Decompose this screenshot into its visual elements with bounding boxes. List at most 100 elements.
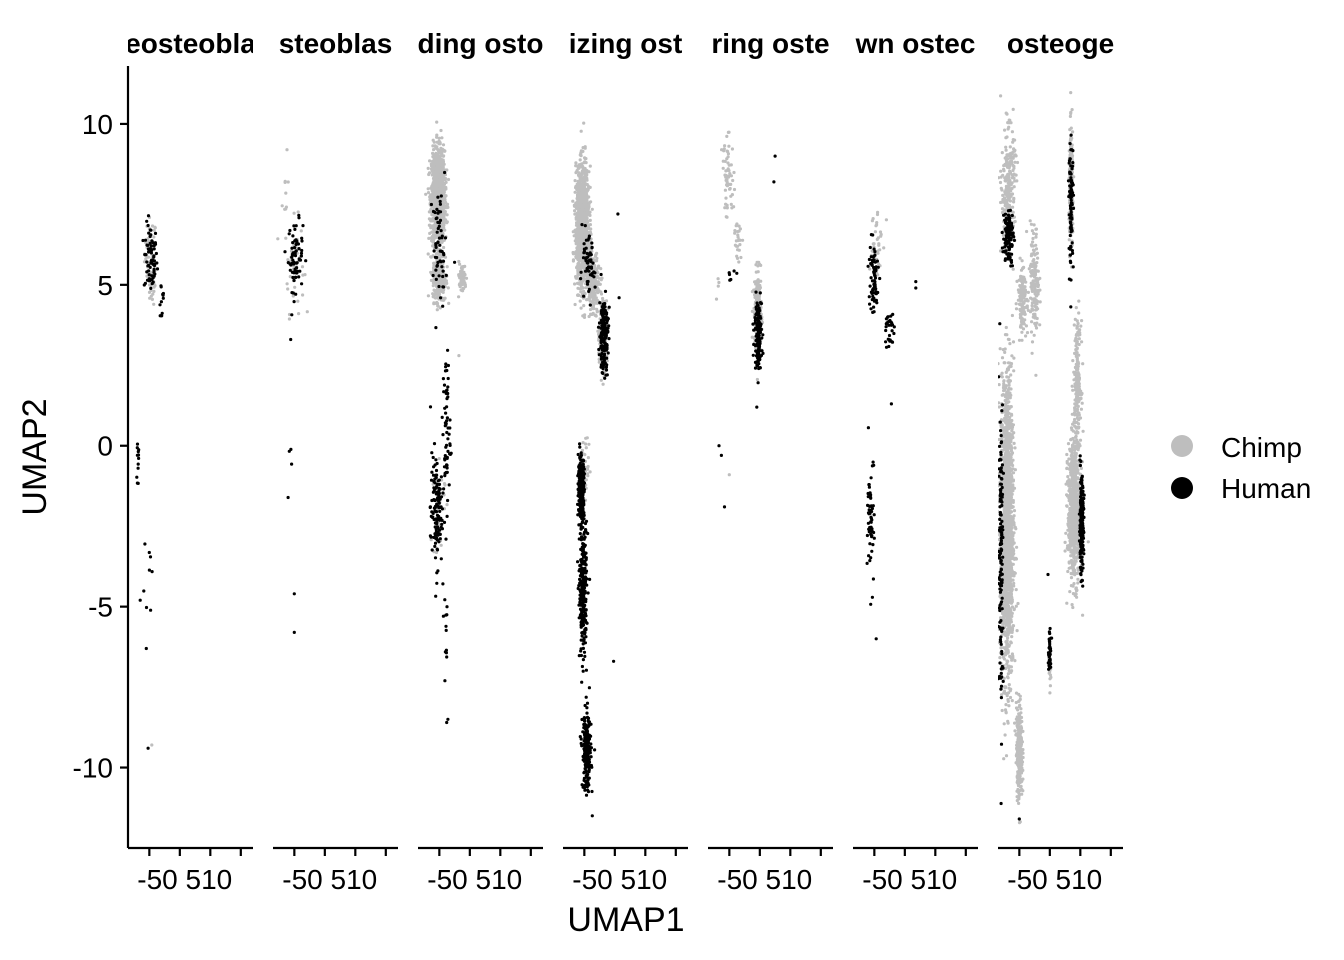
scatter-point-human [446, 426, 450, 430]
scatter-point-human [585, 577, 589, 581]
scatter-point-chimp [429, 162, 433, 166]
scatter-point-human [144, 646, 148, 651]
scatter-point-human [145, 260, 149, 264]
scatter-point-human [146, 223, 150, 228]
scatter-point-chimp [586, 226, 591, 230]
scatter-point-human [586, 716, 591, 721]
scatter-point-human [581, 548, 585, 552]
scatter-point-human [147, 568, 151, 572]
facet-strip-label: ding osto [418, 28, 544, 59]
scatter-point-human [599, 357, 604, 361]
scatter-point-human [149, 286, 153, 290]
scatter-point-human [136, 481, 140, 485]
scatter-point-human [439, 505, 443, 509]
scatter-point-chimp [577, 163, 581, 167]
scatter-point-human [439, 475, 443, 479]
scatter-point-chimp [586, 474, 590, 478]
scatter-point-chimp [438, 306, 442, 310]
scatter-point-human [579, 270, 583, 274]
scatter-point-chimp [578, 186, 582, 190]
scatter-point-chimp [428, 231, 432, 235]
scatter-point-chimp [441, 160, 445, 164]
scatter-point-chimp [426, 166, 430, 170]
scatter-point-human [292, 271, 296, 275]
scatter-point-chimp [152, 302, 156, 306]
scatter-point-chimp [427, 223, 431, 227]
scatter-point-human [147, 250, 151, 254]
scatter-point-human [438, 210, 443, 214]
scatter-point-human [581, 256, 586, 260]
scatter-point-human [443, 454, 447, 458]
scatter-point-chimp [432, 206, 436, 210]
scatter-point-human [443, 369, 448, 373]
scatter-point-human [446, 395, 450, 399]
scatter-point-human [432, 249, 436, 253]
scatter-point-human [445, 655, 449, 659]
scatter-point-human [443, 457, 447, 461]
scatter-point-chimp [150, 224, 155, 228]
scatter-point-chimp [574, 161, 578, 165]
scatter-point-human [443, 679, 447, 683]
scatter-point-human [441, 304, 445, 308]
scatter-point-chimp [286, 287, 290, 291]
scatter-point-chimp [440, 147, 445, 151]
scatter-point-chimp [288, 275, 292, 279]
scatter-point-human [581, 476, 585, 480]
scatter-point-chimp [573, 282, 577, 286]
scatter-point-human [579, 638, 583, 642]
scatter-point-chimp [442, 203, 446, 207]
scatter-point-chimp [461, 280, 465, 284]
scatter-point-human [584, 269, 588, 273]
scatter-point-human [299, 254, 303, 258]
scatter-point-human [583, 224, 587, 228]
scatter-point-human [578, 577, 582, 582]
scatter-point-human [588, 303, 592, 307]
scatter-point-human [138, 598, 142, 602]
scatter-point-chimp [581, 228, 585, 232]
scatter-point-human [582, 786, 587, 790]
scatter-point-human [159, 314, 163, 318]
scatter-point-human [588, 273, 593, 277]
scatter-point-human [433, 544, 437, 549]
scatter-point-human [442, 465, 447, 469]
scatter-point-human [155, 267, 160, 271]
scatter-point-human [581, 583, 585, 588]
scatter-point-human [161, 293, 165, 297]
scatter-point-chimp [576, 239, 580, 243]
scatter-point-chimp [577, 281, 581, 285]
scatter-point-chimp [591, 290, 595, 294]
scatter-point-chimp [286, 258, 290, 262]
scatter-point-human [583, 543, 587, 547]
scatter-point-human [579, 483, 583, 487]
scatter-point-human [161, 296, 165, 300]
scatter-point-human [298, 269, 302, 273]
scatter-point-chimp [599, 278, 603, 282]
scatter-point-human [135, 442, 140, 446]
scatter-point-human [428, 505, 432, 509]
scatter-point-human [582, 555, 586, 559]
scatter-point-human [438, 537, 442, 541]
scatter-point-chimp [440, 478, 444, 482]
scatter-point-human [434, 458, 438, 462]
scatter-point-human [440, 522, 444, 527]
scatter-point-chimp [142, 260, 147, 264]
facet-panel: ding osto-50 510 [418, 28, 544, 895]
scatter-point-chimp [285, 282, 289, 286]
scatter-point-chimp [595, 307, 599, 311]
scatter-point-human [437, 486, 441, 490]
scatter-point-human [580, 593, 584, 598]
scatter-point-human [605, 363, 609, 367]
scatter-point-chimp [440, 136, 444, 140]
scatter-point-chimp [434, 550, 439, 555]
point-layer [424, 120, 469, 725]
scatter-point-human [597, 321, 602, 325]
scatter-point-human [292, 630, 296, 635]
scatter-point-human [297, 275, 301, 279]
scatter-point-chimp [587, 314, 591, 319]
scatter-point-human [439, 194, 443, 198]
scatter-point-human [295, 271, 299, 275]
scatter-point-chimp [439, 189, 444, 193]
scatter-point-chimp [585, 170, 590, 174]
scatter-point-human [582, 247, 587, 251]
scatter-point-human [583, 788, 587, 792]
